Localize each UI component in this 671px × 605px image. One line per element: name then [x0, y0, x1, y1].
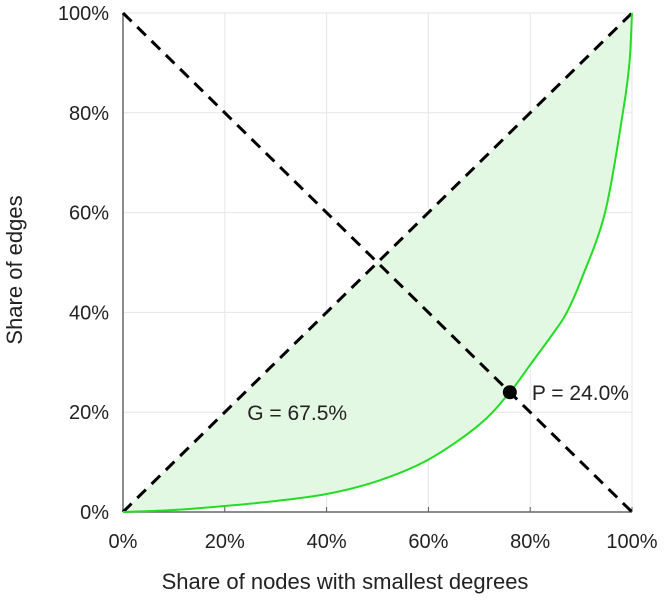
- y-tick-label: 40%: [69, 302, 109, 324]
- x-tick-label: 0%: [109, 531, 138, 553]
- x-tick-label: 60%: [408, 531, 448, 553]
- x-tick-label: 40%: [307, 531, 347, 553]
- y-tick-label: 20%: [69, 402, 109, 424]
- y-tick-label: 0%: [80, 502, 109, 524]
- gini-area-fill: [123, 13, 632, 512]
- y-axis-title: Share of edges: [2, 195, 27, 344]
- y-tick-label: 80%: [69, 103, 109, 125]
- tick-labels: 0% 20% 40% 60% 80% 100% 0% 20% 40% 60% 80% 100%: [58, 3, 658, 553]
- x-tick-label: 20%: [205, 531, 245, 553]
- y-tick-label: 100%: [58, 3, 109, 25]
- g-label: G = 67.5%: [247, 402, 347, 425]
- p-label: P = 24.0%: [532, 382, 629, 405]
- y-tick-label: 60%: [69, 203, 109, 225]
- x-tick-label: 100%: [606, 531, 657, 553]
- p-point: [502, 385, 517, 400]
- x-tick-label: 80%: [510, 531, 550, 553]
- x-axis-title: Share of nodes with smallest degrees: [162, 569, 529, 594]
